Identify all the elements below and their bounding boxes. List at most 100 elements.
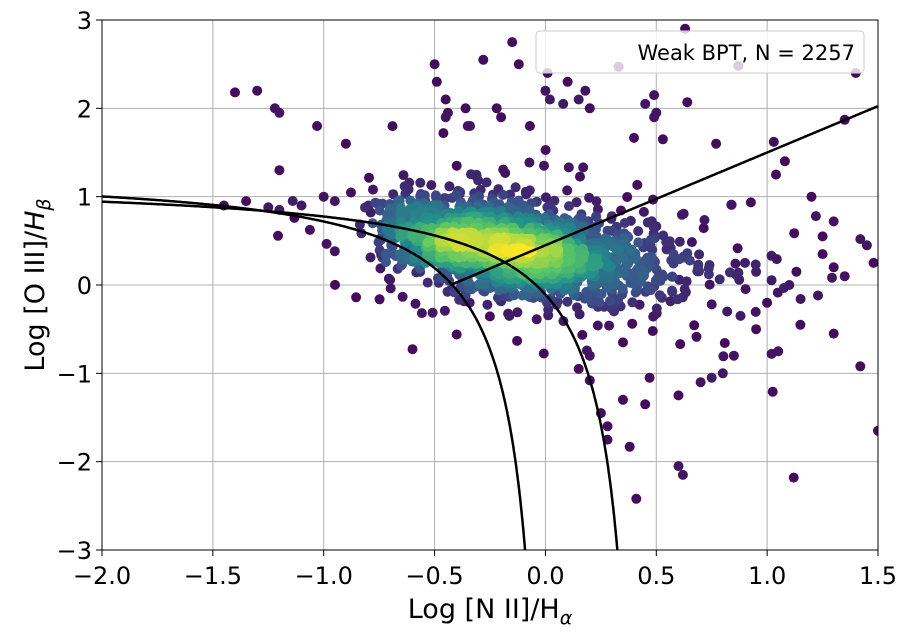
- data-point: [442, 107, 453, 118]
- data-point: [438, 128, 449, 139]
- data-point: [706, 372, 717, 383]
- data-point: [241, 196, 252, 207]
- data-point: [680, 287, 691, 298]
- data-point: [385, 283, 396, 294]
- y-tick-label: −1: [57, 360, 92, 388]
- x-tick-label: −2.0: [73, 562, 131, 590]
- data-point: [346, 187, 356, 198]
- data-point: [810, 211, 821, 222]
- data-point: [562, 76, 573, 87]
- data-point: [580, 85, 591, 96]
- axis-ticks: −2.0 −1.5 −1.0 −0.5 0.0 0.5 1.0 1.5 −3 −2 −1 0 1 2 3: [57, 7, 897, 590]
- data-point: [771, 169, 781, 180]
- data-point: [788, 472, 799, 483]
- data-point: [330, 279, 340, 290]
- data-point: [544, 94, 555, 105]
- data-point: [673, 461, 684, 472]
- data-point: [451, 329, 462, 340]
- data-point: [795, 319, 806, 330]
- data-point: [633, 226, 644, 237]
- data-point: [564, 201, 574, 212]
- data-point: [584, 350, 595, 361]
- data-point: [604, 320, 615, 331]
- data-point: [410, 298, 421, 309]
- data-point: [602, 421, 613, 432]
- data-point: [661, 244, 672, 255]
- data-point: [751, 266, 762, 277]
- x-axis-title-sub: α: [560, 607, 573, 629]
- data-point: [451, 160, 462, 171]
- data-point: [629, 132, 639, 143]
- data-point: [640, 98, 651, 109]
- data-point: [682, 97, 693, 108]
- data-point: [562, 255, 573, 266]
- data-point: [329, 246, 340, 257]
- data-point: [385, 274, 396, 285]
- data-point: [855, 234, 866, 245]
- data-point: [422, 277, 433, 288]
- data-point: [675, 339, 686, 350]
- data-point: [364, 172, 374, 183]
- legend-label: Weak BPT, N = 2257: [637, 41, 855, 65]
- data-point: [454, 252, 464, 263]
- data-point: [654, 290, 665, 301]
- data-point: [646, 234, 656, 245]
- data-point: [711, 138, 722, 149]
- data-point: [676, 209, 687, 220]
- x-tick-label: −1.5: [184, 562, 242, 590]
- data-point: [740, 284, 751, 295]
- data-point: [491, 103, 502, 114]
- data-point: [855, 361, 866, 372]
- data-point: [501, 245, 512, 256]
- data-point: [795, 294, 806, 304]
- data-point: [507, 37, 518, 48]
- data-point: [473, 175, 484, 186]
- legend: Weak BPT, N = 2257: [535, 30, 865, 74]
- data-point: [640, 399, 651, 410]
- data-point: [540, 192, 551, 203]
- data-point: [380, 249, 391, 260]
- data-point: [439, 193, 450, 204]
- data-point: [684, 255, 695, 266]
- data-point: [778, 283, 789, 293]
- data-point: [828, 328, 839, 339]
- data-point: [465, 121, 475, 131]
- data-point: [368, 184, 378, 195]
- x-tick-label: 1.5: [859, 562, 897, 590]
- data-point: [672, 294, 683, 305]
- data-point: [252, 85, 263, 96]
- data-point: [510, 182, 521, 193]
- data-point: [563, 162, 574, 173]
- data-point: [730, 258, 741, 269]
- data-point: [513, 195, 524, 206]
- data-point: [668, 249, 679, 260]
- data-point: [873, 425, 878, 436]
- data-point: [657, 134, 668, 145]
- data-point: [505, 189, 516, 200]
- data-point: [518, 244, 529, 255]
- data-point: [622, 192, 633, 202]
- y-axis-title: Log [O III]/Hβ: [20, 198, 55, 371]
- data-point: [766, 250, 777, 261]
- data-point: [591, 196, 602, 207]
- x-tick-label: 0.5: [637, 562, 675, 590]
- data-point: [644, 372, 655, 383]
- data-point: [573, 94, 584, 105]
- data-point: [751, 324, 762, 335]
- data-point: [407, 230, 418, 241]
- data-point: [693, 263, 703, 273]
- data-point: [828, 262, 839, 273]
- data-point: [394, 249, 405, 260]
- data-point: [562, 185, 573, 196]
- data-point: [698, 223, 709, 234]
- data-point: [571, 197, 582, 208]
- data-point: [828, 216, 839, 227]
- data-point: [498, 189, 508, 200]
- data-point: [540, 85, 551, 96]
- data-point: [735, 310, 746, 321]
- data-point: [726, 199, 737, 210]
- x-tick-label: −1.0: [295, 562, 353, 590]
- data-point: [539, 160, 549, 171]
- data-point: [451, 189, 462, 200]
- data-point: [791, 266, 802, 277]
